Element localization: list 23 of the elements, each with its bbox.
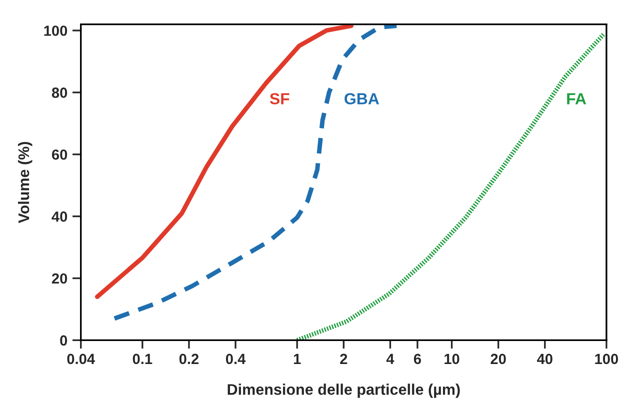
x-tick-label: 0.1 — [132, 354, 152, 364]
x-tick-label: 0.2 — [179, 354, 199, 364]
y-axis-title: Volume (%) — [18, 142, 32, 224]
x-axis-title: Dimensione delle particelle (µm) — [228, 384, 460, 398]
x-tick-label: 6 — [414, 354, 421, 364]
x-tick-label: 0.4 — [226, 354, 246, 364]
series-label: GBA — [344, 93, 380, 104]
y-tick-label: 0 — [60, 335, 68, 346]
x-tick-label: 0.04 — [67, 354, 95, 364]
y-tick-label: 80 — [52, 88, 68, 98]
y-tick-label: 40 — [52, 211, 68, 222]
x-tick-label: 4 — [386, 354, 394, 364]
x-tick-label: 2 — [340, 354, 348, 364]
x-tick-label: 100 — [595, 354, 618, 364]
series-label: FA — [567, 93, 586, 104]
y-tick-label: 100 — [44, 26, 68, 36]
x-tick-label: 40 — [537, 354, 552, 364]
y-tick-label: 20 — [52, 273, 68, 284]
y-tick-label: 60 — [52, 149, 68, 160]
series-label: SF — [270, 93, 290, 104]
x-tick-label: 1 — [294, 354, 301, 364]
x-tick-label: 10 — [444, 354, 460, 364]
x-tick-label: 20 — [490, 354, 506, 364]
